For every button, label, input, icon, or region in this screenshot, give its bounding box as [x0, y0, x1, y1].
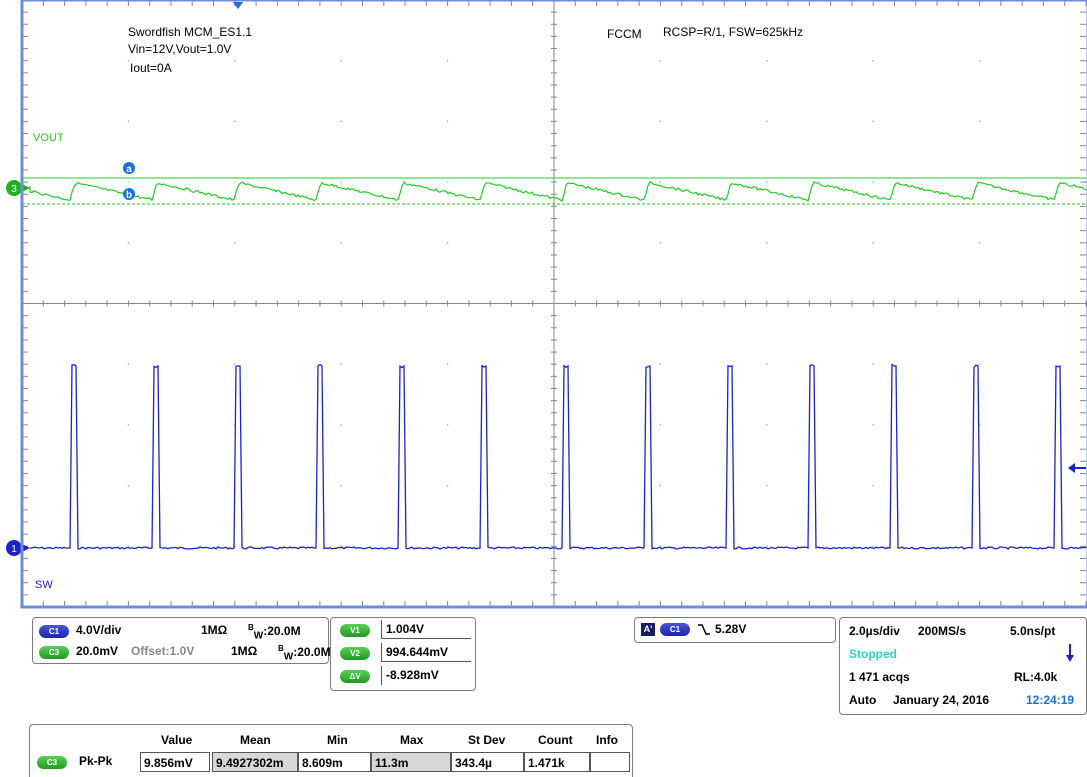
header-mean: Mean [240, 733, 271, 747]
acquisition-count: 1 471 acqs [849, 670, 910, 684]
measurement-panel[interactable] [29, 724, 633, 777]
annotation-iout: Iout=0A [130, 61, 172, 75]
trigger-level-icon[interactable] [1068, 463, 1086, 473]
header-stdev: St Dev [468, 733, 506, 747]
meas-stdev: 343.4µ [451, 752, 524, 772]
cursor-b-marker[interactable]: b [123, 188, 135, 201]
c1-badge[interactable]: C1 [39, 625, 69, 638]
header-info: Info [596, 733, 618, 747]
annotation-vin-vout: Vin=12V,Vout=1.0V [128, 42, 232, 56]
annotation-title: Swordfish MCM_ES1.1 [128, 25, 253, 39]
ch1-sw-waveform [29, 363, 1087, 550]
trigger-channel-badge: C1 [660, 623, 690, 636]
arrow-down-icon [1066, 644, 1074, 662]
timebase-panel[interactable]: 2.0µs/div 200MS/s 5.0ns/pt Stopped 1 471… [839, 617, 1087, 715]
time-resolution: 5.0ns/pt [1010, 624, 1056, 638]
annotation-mode: FCCM [607, 27, 642, 41]
c1-scale: 4.0V/div [76, 623, 122, 637]
meas-name: Pk-Pk [79, 754, 113, 768]
record-length: RL:4.0k [1014, 670, 1058, 684]
meas-min: 8.609m [298, 752, 371, 772]
svg-text:b: b [126, 190, 132, 201]
ch3-vout-waveform [29, 180, 1087, 202]
graticule [21, 0, 1087, 608]
svg-text:a: a [126, 164, 132, 175]
meas-count: 1.471k [524, 752, 590, 772]
c3-offset: Offset:1.0V [131, 644, 195, 658]
trigger-mode: Auto [849, 693, 877, 707]
dv-badge: ΔV [340, 670, 370, 683]
c1-bandwidth: BW:20.0M [248, 623, 301, 642]
v2-badge: V2 [340, 647, 370, 660]
scope-display: a b 3 1 [6, 0, 1087, 609]
c3-bandwidth: BW:20.0M [278, 644, 331, 663]
meas-mean: 9.4927302m [212, 752, 298, 772]
c3-scale: 20.0mV [76, 644, 119, 658]
v1-badge: V1 [340, 624, 370, 637]
trigger-position-icon[interactable] [233, 2, 243, 9]
scope-border [20, 0, 1087, 609]
vout-label: VOUT [33, 132, 64, 144]
sw-label: SW [35, 579, 53, 591]
channel-settings-panel[interactable]: C1 4.0V/div 1MΩ BW:20.0M C3 20.0mV Offse… [32, 617, 331, 664]
acquisition-date: January 24, 2016 [893, 693, 990, 707]
svg-text:1: 1 [11, 544, 17, 555]
header-count: Count [538, 733, 573, 747]
dv-value: -8.928mV [381, 666, 471, 685]
meas-max: 11.3m [371, 752, 451, 772]
acquisition-time: 12:24:19 [1026, 693, 1075, 707]
cursor-a-marker[interactable]: a [123, 162, 135, 175]
trigger-mode-badge: A' [641, 623, 655, 636]
time-per-div: 2.0µs/div [849, 624, 900, 638]
sample-rate: 200MS/s [918, 624, 967, 638]
svg-text:3: 3 [11, 184, 17, 195]
v1-value: 1.004V [381, 620, 471, 639]
meas-value: 9.856mV [140, 752, 210, 772]
trigger-level: 5.28V [715, 622, 747, 636]
meas-c3-badge: C3 [37, 756, 67, 769]
c3-badge[interactable]: C3 [39, 646, 69, 659]
annotation-config: RCSP=R/1, FSW=625kHz [663, 25, 804, 39]
header-value: Value [161, 733, 193, 747]
header-min: Min [327, 733, 348, 747]
falling-edge-icon [698, 624, 710, 635]
ch1-ground-marker[interactable]: 1 [6, 540, 30, 556]
c3-impedance: 1MΩ [231, 644, 258, 658]
meas-info [590, 752, 630, 772]
v2-value: 994.644mV [381, 643, 471, 662]
cursor-readout-panel[interactable]: V1 1.004V V2 994.644mV ΔV -8.928mV [330, 617, 476, 691]
header-max: Max [400, 733, 424, 747]
c1-impedance: 1MΩ [201, 623, 228, 637]
trigger-panel[interactable]: A' C1 5.28V [634, 617, 836, 643]
acquisition-state: Stopped [849, 647, 897, 661]
ch3-ground-marker[interactable]: 3 [6, 180, 30, 196]
